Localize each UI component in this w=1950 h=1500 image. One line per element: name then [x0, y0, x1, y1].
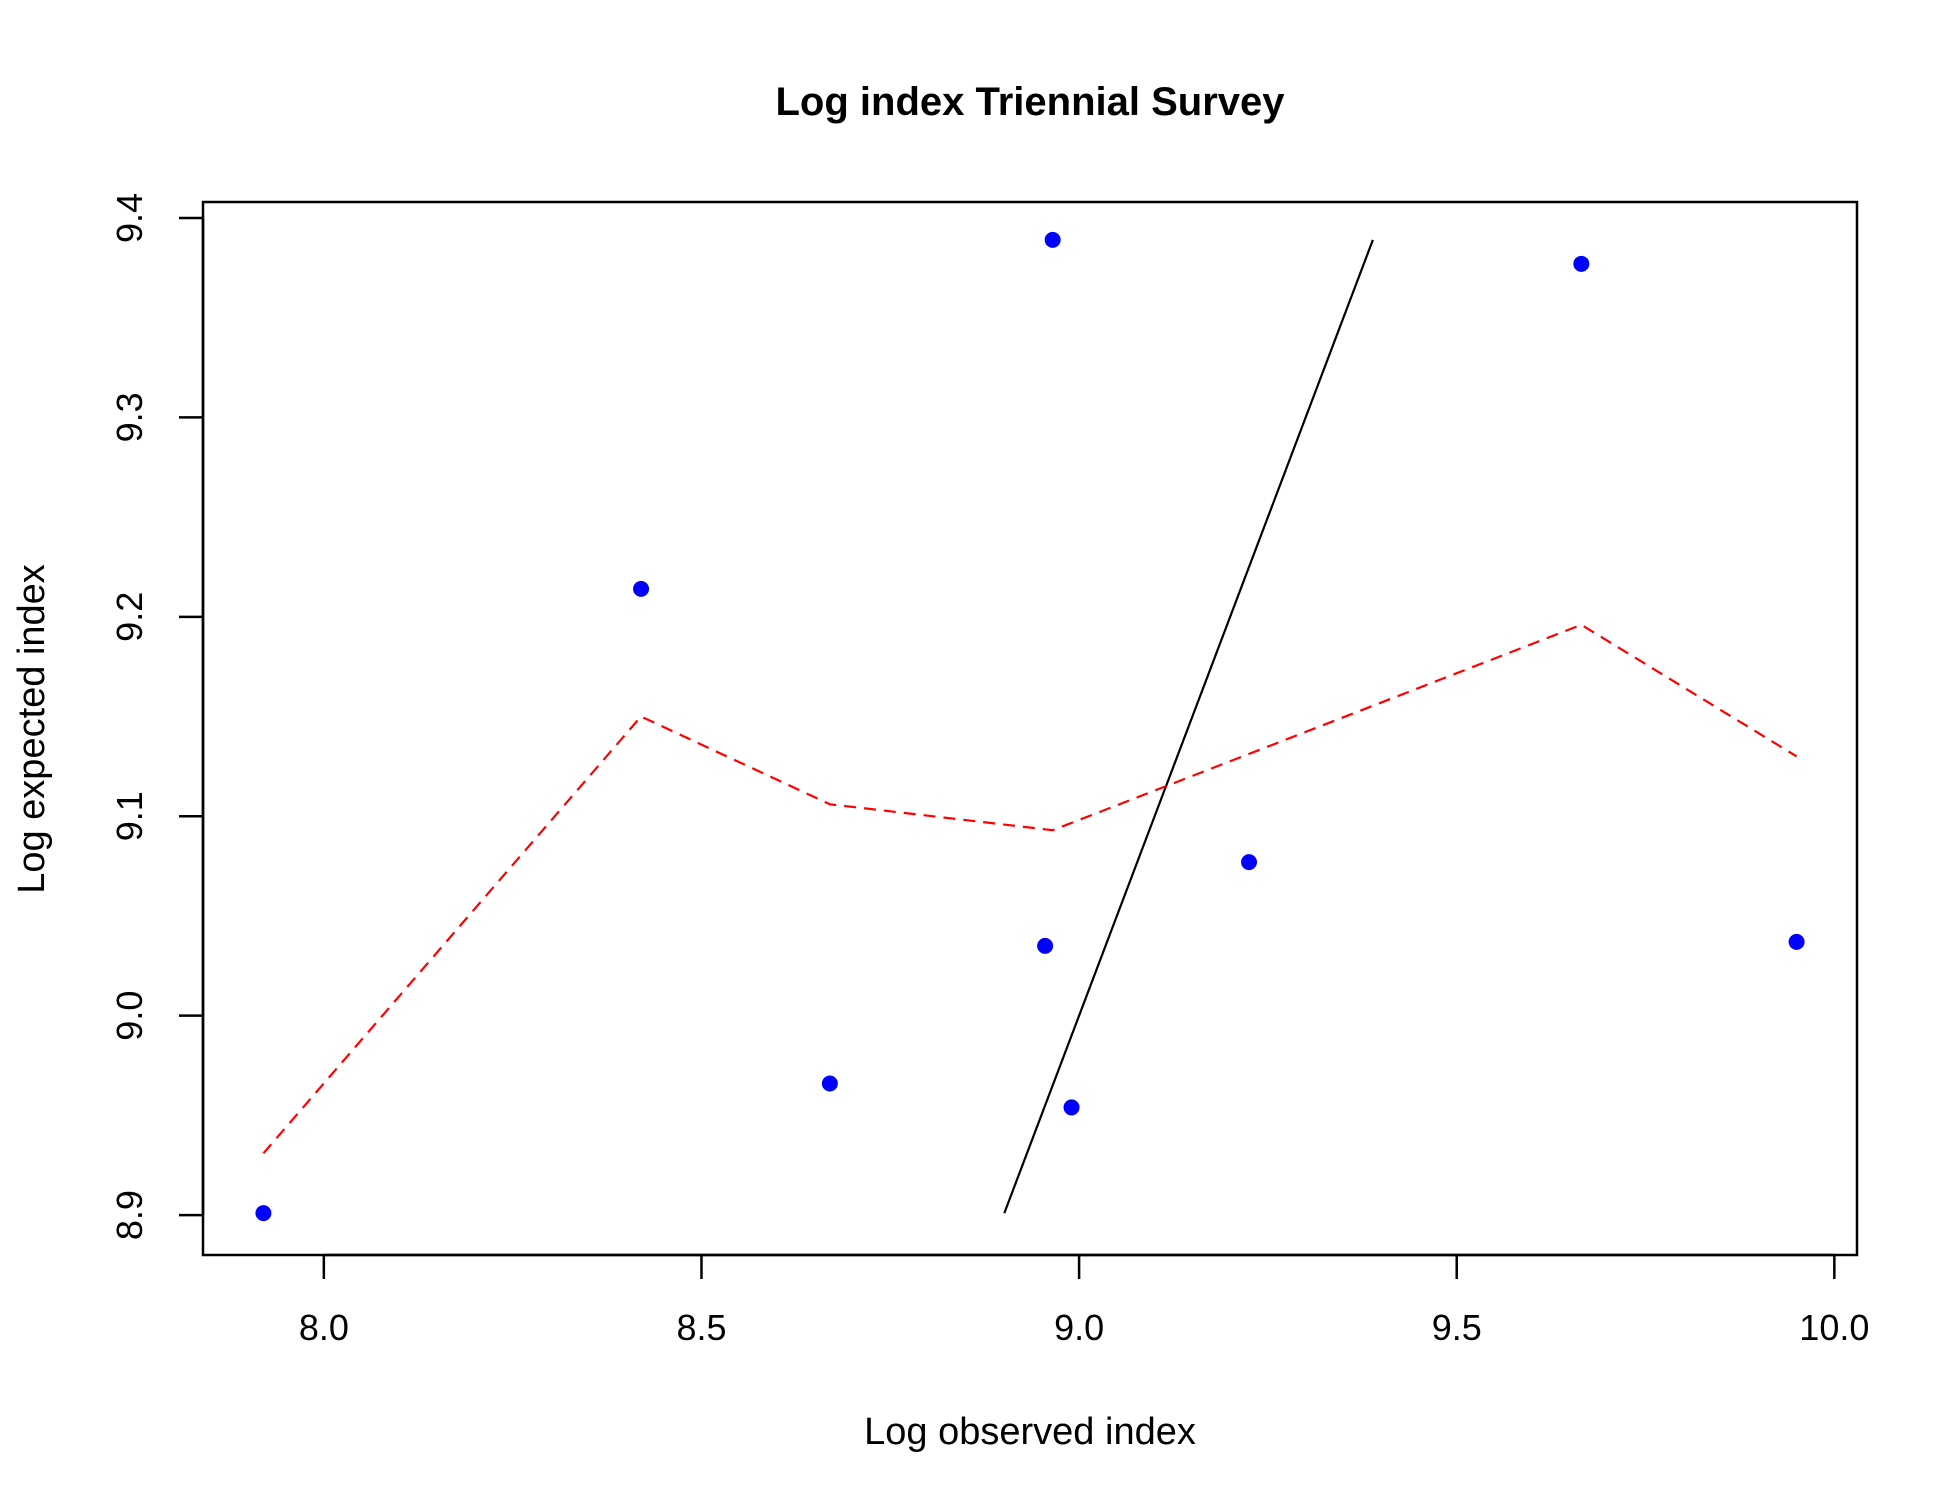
x-tick-label: 8.0 [299, 1307, 349, 1348]
data-point [1788, 933, 1805, 950]
data-point [1044, 231, 1061, 248]
data-point [633, 580, 650, 597]
x-axis: 8.0 8.5 9.0 9.5 10.0 [299, 1253, 1869, 1348]
data-point [1037, 937, 1054, 954]
y-axis-label: Log expected index [11, 564, 53, 894]
data-point [255, 1205, 272, 1222]
identity-line-segment [1003, 239, 1374, 1214]
y-axis: 8.9 9.0 9.1 9.2 9.3 9.4 [109, 193, 205, 1240]
identity-line [1003, 239, 1374, 1214]
y-tick-label: 9.0 [109, 991, 150, 1041]
x-axis-label: Log observed index [864, 1411, 1196, 1453]
x-tick-label: 9.0 [1054, 1307, 1104, 1348]
data-points [255, 231, 1805, 1222]
y-tick-label: 9.4 [109, 193, 150, 243]
smooth-line-path [262, 623, 1798, 1155]
data-point [1573, 255, 1590, 272]
y-tick-label: 9.3 [109, 392, 150, 442]
data-point [1063, 1099, 1080, 1116]
smooth-line [262, 623, 1798, 1155]
y-tick-label: 9.2 [109, 592, 150, 642]
plot-frame [201, 200, 1859, 1257]
y-tick-label: 9.1 [109, 791, 150, 841]
y-tick-label: 8.9 [109, 1190, 150, 1240]
chart-title: Log index Triennial Survey [775, 80, 1285, 124]
data-point [821, 1075, 838, 1092]
x-tick-label: 10.0 [1799, 1307, 1869, 1348]
x-tick-label: 9.5 [1432, 1307, 1482, 1348]
data-point [1241, 854, 1258, 871]
x-tick-label: 8.5 [676, 1307, 726, 1348]
